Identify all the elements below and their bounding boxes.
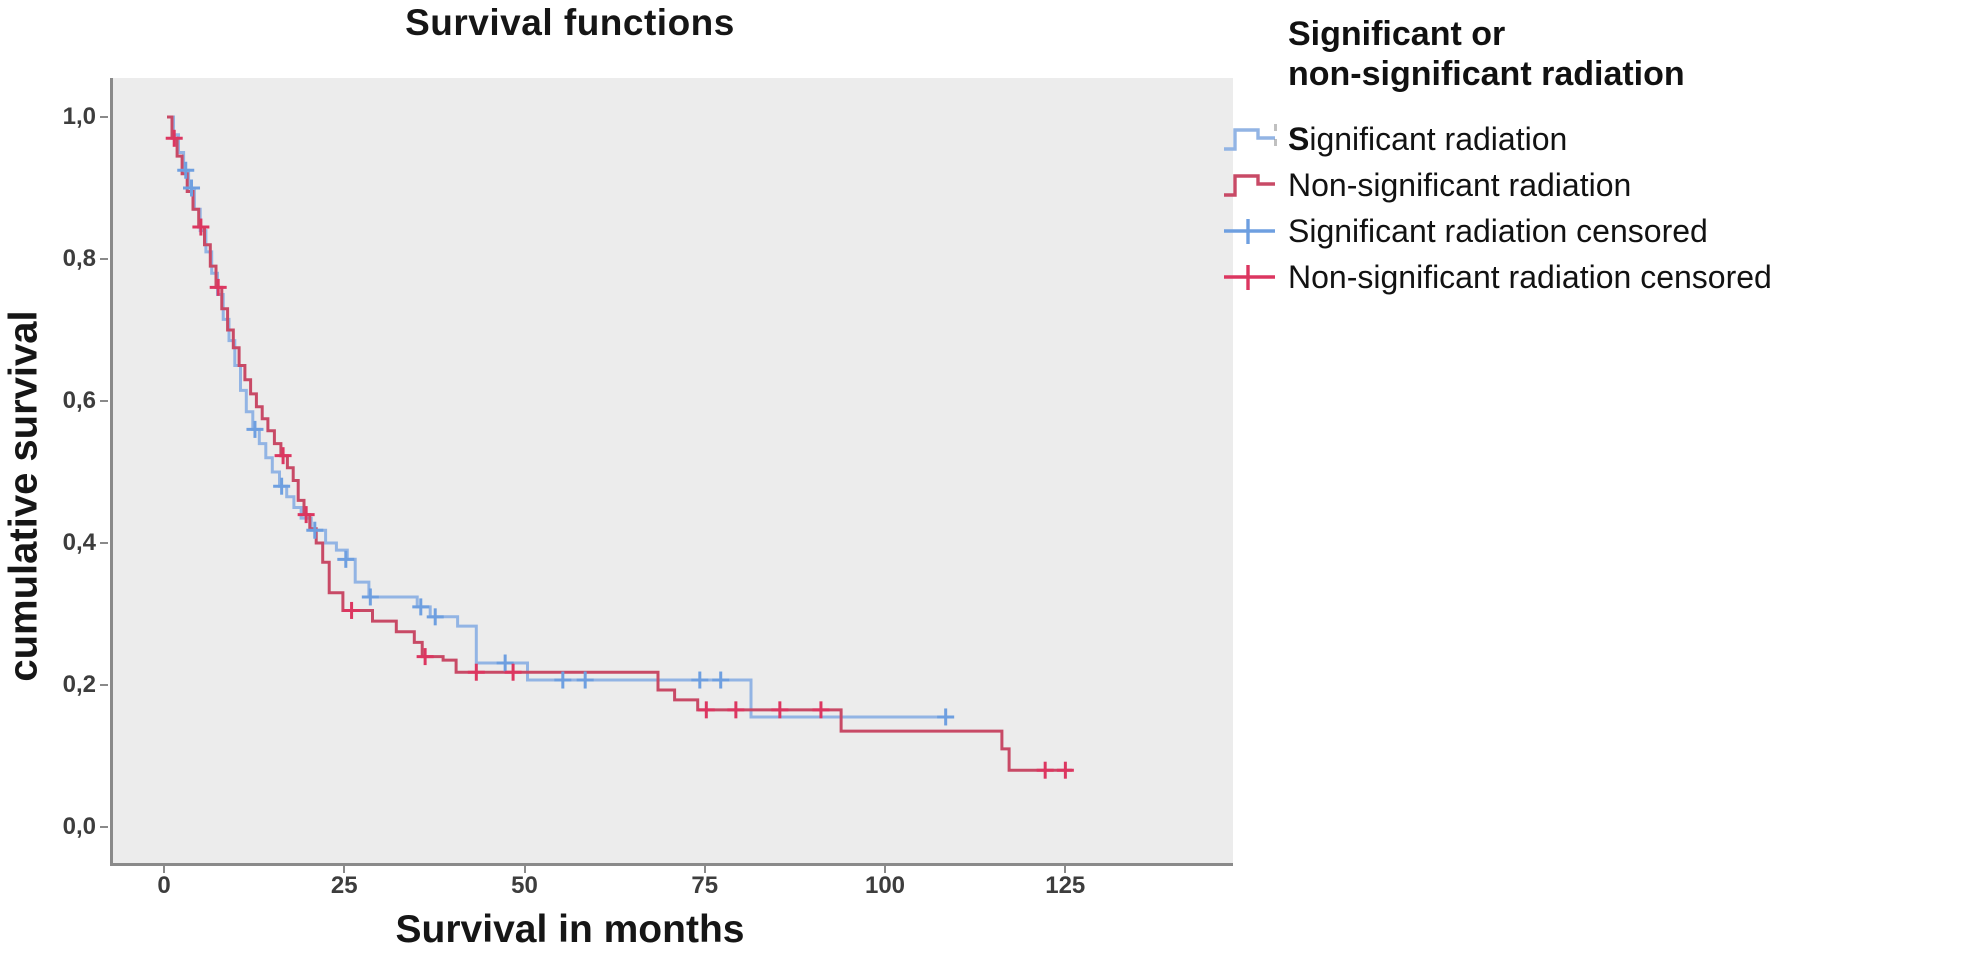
x-tick-mark <box>343 866 346 873</box>
y-tick-mark <box>100 400 108 402</box>
chart-title: Survival functions <box>405 2 735 43</box>
censor-plus-swatch-blue <box>1224 219 1275 245</box>
x-tick-label: 0 <box>157 872 171 899</box>
x-tick-mark <box>523 866 526 873</box>
legend-item-significant-censored: Significant radiation censored <box>1222 208 1975 254</box>
plot-area <box>110 78 1233 866</box>
y-tick-mark <box>100 542 108 544</box>
x-tick-mark <box>1064 866 1067 873</box>
y-tick-label: 0,4 <box>62 529 96 556</box>
censor-plus-swatch-red <box>1224 265 1275 291</box>
legend-title-line1: Significant or <box>1288 15 1506 53</box>
legend: Significant or non-significant radiation… <box>1222 14 1975 300</box>
legend-item-non-significant: Non-significant radiation <box>1222 162 1975 208</box>
y-tick-label: 0,6 <box>62 387 96 414</box>
legend-item-non-significant-censored: Non-significant radiation censored <box>1222 254 1975 300</box>
x-tick-label: 125 <box>1045 872 1086 899</box>
y-axis-title: cumulative survival <box>1 310 46 682</box>
x-tick-label: 50 <box>511 872 538 899</box>
y-tick-mark <box>100 684 108 686</box>
legend-artifact-mark <box>1274 124 1277 148</box>
legend-title-line2: non-significant radiation <box>1288 55 1685 94</box>
x-tick-mark <box>884 866 886 873</box>
survival-curve-1 <box>167 115 1072 772</box>
y-tick-label: 1,0 <box>62 103 96 130</box>
y-tick-label: 0,0 <box>62 813 96 840</box>
legend-item-significant: Significant radiation <box>1222 116 1975 162</box>
step-line-swatch-red <box>1224 174 1275 197</box>
x-tick-mark <box>703 866 706 873</box>
survival-curve-0 <box>167 115 946 719</box>
y-tick-label: 0,2 <box>62 671 96 698</box>
step-line-swatch-blue <box>1224 128 1275 151</box>
y-tick-mark <box>100 258 108 260</box>
x-tick-mark <box>163 866 165 873</box>
legend-title: Significant or non-significant radiation <box>1288 14 1975 94</box>
legend-item-label: Significant radiation censored <box>1288 213 1708 250</box>
legend-item-label: Non-significant radiation censored <box>1288 259 1772 296</box>
x-tick-label: 25 <box>330 872 358 899</box>
x-tick-label: 75 <box>691 872 719 899</box>
survival-curves <box>165 115 1074 779</box>
legend-item-label: Non-significant radiation <box>1288 167 1632 204</box>
y-tick-label: 0,8 <box>62 245 96 272</box>
x-tick-label: 100 <box>864 872 906 899</box>
legend-item-label: Significant radiation <box>1288 121 1568 158</box>
y-tick-mark <box>100 116 108 118</box>
legend-items: Significant radiation Non-significant ra… <box>1222 116 1975 300</box>
x-axis-title: Survival in months <box>395 908 745 951</box>
y-tick-mark <box>100 826 108 828</box>
